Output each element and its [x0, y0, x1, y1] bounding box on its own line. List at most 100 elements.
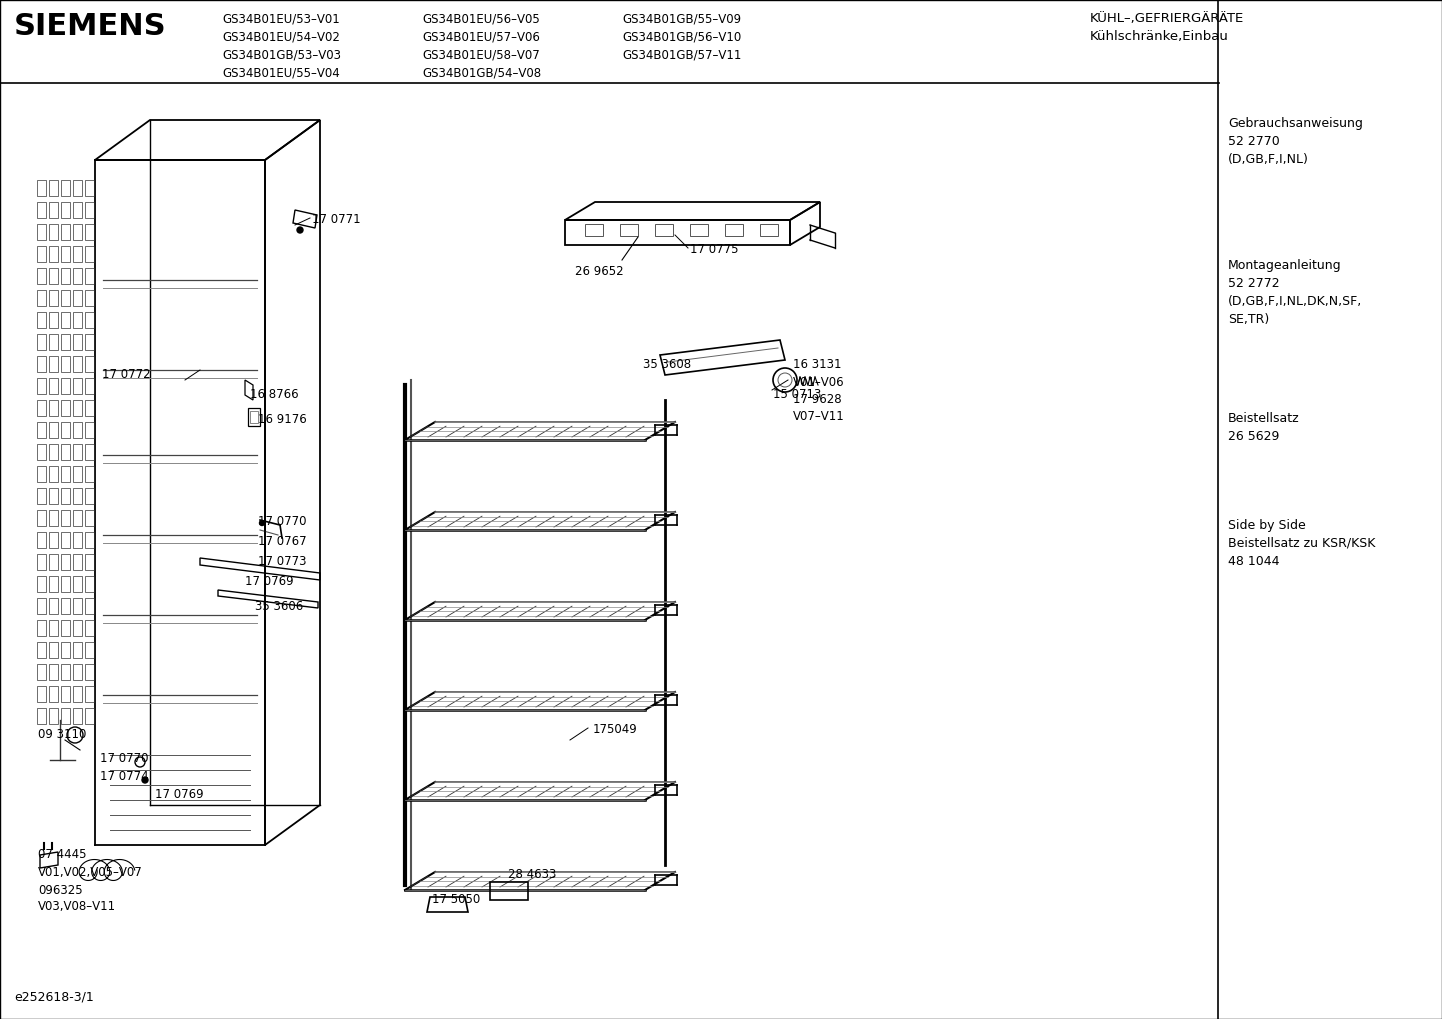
Bar	[37, 334, 46, 350]
Text: KÜHL–,GEFRIERGÄRÄTE: KÜHL–,GEFRIERGÄRÄTE	[1090, 12, 1244, 25]
Bar	[61, 466, 71, 482]
Bar	[725, 224, 743, 236]
Bar	[61, 510, 71, 526]
Text: 17 9628: 17 9628	[793, 393, 842, 406]
Bar	[85, 400, 94, 416]
Text: V07–V11: V07–V11	[793, 410, 845, 423]
Bar	[37, 378, 46, 394]
Bar	[61, 202, 71, 218]
Bar	[37, 422, 46, 438]
Text: 17 0774: 17 0774	[99, 770, 149, 783]
Bar	[85, 224, 94, 240]
Bar	[74, 686, 82, 702]
Bar	[37, 202, 46, 218]
Bar	[85, 202, 94, 218]
Bar	[74, 532, 82, 548]
Bar	[85, 510, 94, 526]
Bar	[74, 290, 82, 306]
Bar	[49, 664, 58, 680]
Text: 26 9652: 26 9652	[575, 265, 623, 278]
Bar	[85, 686, 94, 702]
Bar	[74, 268, 82, 284]
Bar	[61, 488, 71, 504]
Bar	[37, 246, 46, 262]
Text: SIEMENS: SIEMENS	[14, 12, 167, 41]
Text: 17 0770: 17 0770	[258, 515, 307, 528]
Bar	[37, 290, 46, 306]
Bar	[61, 576, 71, 592]
Bar	[61, 620, 71, 636]
Bar	[248, 408, 260, 426]
Text: Kühlschränke,Einbau: Kühlschränke,Einbau	[1090, 30, 1229, 43]
Bar	[85, 488, 94, 504]
Bar	[85, 708, 94, 725]
Text: GS34B01GB/54–V08: GS34B01GB/54–V08	[423, 66, 541, 79]
Text: 52 2770: 52 2770	[1229, 135, 1279, 148]
Bar	[37, 598, 46, 614]
Text: 16 9176: 16 9176	[258, 413, 307, 426]
Bar	[49, 554, 58, 570]
Bar	[74, 356, 82, 372]
Text: 07 4445: 07 4445	[37, 848, 87, 861]
Bar	[49, 334, 58, 350]
Bar	[85, 312, 94, 328]
Bar	[49, 576, 58, 592]
Text: (D,GB,F,I,NL): (D,GB,F,I,NL)	[1229, 153, 1309, 166]
Bar	[74, 180, 82, 196]
Bar	[37, 620, 46, 636]
Text: GS34B01EU/56–V05: GS34B01EU/56–V05	[423, 12, 539, 25]
Bar	[61, 378, 71, 394]
Bar	[49, 246, 58, 262]
Bar	[74, 202, 82, 218]
Bar	[37, 576, 46, 592]
Bar	[49, 444, 58, 460]
Bar	[37, 180, 46, 196]
Bar	[74, 312, 82, 328]
Text: 17 0772: 17 0772	[102, 368, 150, 381]
Bar	[620, 224, 637, 236]
Bar	[49, 356, 58, 372]
Text: 096325: 096325	[37, 884, 82, 897]
Bar	[74, 224, 82, 240]
Bar	[37, 510, 46, 526]
Bar	[61, 422, 71, 438]
Bar	[61, 356, 71, 372]
Bar	[49, 180, 58, 196]
Bar	[61, 642, 71, 658]
Bar	[49, 466, 58, 482]
Bar	[61, 664, 71, 680]
Bar	[37, 312, 46, 328]
Bar	[61, 400, 71, 416]
Text: V01,V02,V05–V07: V01,V02,V05–V07	[37, 866, 143, 879]
Bar	[74, 510, 82, 526]
Bar	[61, 246, 71, 262]
Text: 17 0769: 17 0769	[154, 788, 203, 801]
Bar	[85, 576, 94, 592]
Bar	[74, 246, 82, 262]
Text: 17 0769: 17 0769	[245, 575, 294, 588]
Bar	[74, 664, 82, 680]
Bar	[49, 598, 58, 614]
Bar	[61, 532, 71, 548]
Bar	[49, 312, 58, 328]
Bar	[85, 378, 94, 394]
Text: Montageanleitung: Montageanleitung	[1229, 259, 1341, 272]
Text: 17 0770: 17 0770	[99, 752, 149, 765]
Bar	[85, 532, 94, 548]
Bar	[85, 356, 94, 372]
Text: GS34B01GB/55–V09: GS34B01GB/55–V09	[622, 12, 741, 25]
Bar	[85, 664, 94, 680]
Text: (D,GB,F,I,NL,DK,N,SF,: (D,GB,F,I,NL,DK,N,SF,	[1229, 294, 1363, 308]
Bar	[85, 268, 94, 284]
Bar	[49, 224, 58, 240]
Bar	[61, 598, 71, 614]
Text: 17 0773: 17 0773	[258, 555, 307, 568]
Bar	[49, 620, 58, 636]
Bar	[49, 422, 58, 438]
Bar	[74, 598, 82, 614]
Bar	[74, 642, 82, 658]
Bar	[49, 488, 58, 504]
Text: GS34B01EU/55–V04: GS34B01EU/55–V04	[222, 66, 340, 79]
Text: 48 1044: 48 1044	[1229, 555, 1279, 568]
Bar	[49, 532, 58, 548]
